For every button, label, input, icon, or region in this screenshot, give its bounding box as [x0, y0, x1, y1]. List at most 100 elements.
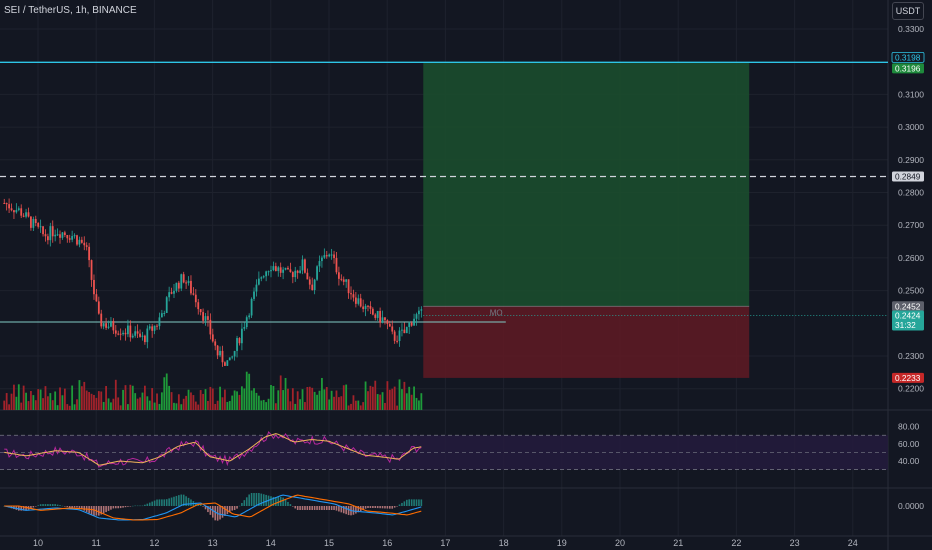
candle-body [418, 310, 420, 315]
volume-bar [386, 381, 389, 410]
volume-bar [333, 396, 335, 410]
volume-bar [282, 390, 285, 410]
candle-body [274, 266, 277, 272]
price-tick-label: 0.2300 [898, 351, 924, 361]
volume-bar [335, 390, 338, 410]
price-tick-label: 0.2700 [898, 220, 924, 230]
macd-histogram-bar [83, 506, 86, 511]
macd-histogram-bar [170, 497, 173, 506]
volume-bar [243, 388, 246, 410]
price-axis[interactable]: 0.3300 0.3100 0.3000 0.2900 0.2800 0.2700 0.26… [898, 24, 924, 511]
macd-histogram-bar [195, 502, 197, 506]
target-zone [423, 63, 750, 307]
macd-histogram-bar [163, 499, 166, 506]
candle-body [367, 305, 369, 307]
candle-body [238, 338, 241, 344]
candle-body [240, 328, 243, 344]
candle-body [289, 269, 292, 273]
volume-bar [291, 388, 294, 410]
macd-histogram-bar [221, 506, 224, 518]
currency-button[interactable]: USDT [892, 2, 924, 20]
macd-histogram-bar [287, 501, 289, 506]
macd-histogram-bar [347, 506, 350, 516]
volume-bar [304, 402, 306, 410]
macd-histogram-bar [277, 497, 280, 506]
macd-histogram-bar [245, 497, 248, 506]
macd-histogram-bar [34, 506, 37, 507]
volume-bar [30, 391, 32, 410]
macd-histogram-bar [367, 506, 369, 508]
candle-body [396, 340, 398, 342]
candle-body [173, 290, 175, 294]
macd-histogram-bar [54, 504, 56, 506]
volume-bar [398, 379, 401, 410]
candle-body [277, 267, 280, 272]
candle-body [165, 297, 168, 313]
macd-histogram-bar [248, 494, 250, 506]
candle-body [228, 357, 231, 361]
volume-bar [381, 392, 384, 410]
volume-bar [68, 405, 71, 410]
volume-bar [5, 393, 8, 410]
candle-body [342, 279, 345, 282]
volume-bar [391, 388, 394, 410]
macd-histogram-bar [308, 506, 311, 510]
time-tick-label: 10 [33, 538, 43, 548]
price-label-stop [892, 372, 924, 383]
candle-body [39, 226, 42, 228]
candle-body [143, 335, 146, 343]
price-tick-label: 0.3300 [898, 24, 924, 34]
candle-body [231, 356, 234, 358]
candle-body [347, 279, 350, 294]
candle-body [37, 223, 40, 227]
volume-bar [228, 401, 231, 410]
macd-histogram-bar [304, 506, 306, 510]
volume-bar [296, 391, 299, 410]
macd-histogram-bar [158, 499, 161, 506]
candle-body [148, 326, 151, 329]
volume-bar [350, 403, 352, 410]
candle-body [134, 331, 137, 336]
volume-bar [192, 395, 195, 410]
volume-bar [44, 386, 47, 410]
macd-histogram-bar [318, 506, 321, 510]
macd-histogram-bar [299, 506, 301, 510]
price-tick-label: 0.2600 [898, 253, 924, 263]
candle-body [122, 332, 124, 335]
price-label-dashed-level [892, 171, 924, 182]
volume-bar [354, 400, 357, 410]
candle-body [160, 313, 163, 318]
candle-body [211, 334, 214, 342]
volume-bar [277, 390, 280, 410]
macd-histogram-bar [44, 504, 47, 506]
macd-histogram-bar [202, 506, 204, 507]
macd-histogram-bar [374, 506, 377, 508]
candle-body [233, 351, 236, 357]
rsi-tick-label: 40.00 [898, 456, 920, 466]
macd-histogram-bar [78, 506, 81, 508]
candle-body [156, 325, 158, 327]
candle-body [95, 294, 98, 302]
volume-bar [270, 385, 272, 410]
candle-body [379, 310, 382, 323]
volume-bar [211, 388, 214, 410]
volume-bar [420, 393, 423, 410]
time-axis[interactable]: 10 11 12 13 14 15 16 17 18 19 20 21 22 23 24 [33, 538, 858, 548]
volume-bar [371, 386, 374, 410]
time-tick-label: 13 [208, 538, 218, 548]
macd-histogram-bar [81, 506, 83, 510]
macd-histogram-bar [316, 506, 318, 510]
volume-bar [131, 385, 134, 410]
time-tick-label: 12 [149, 538, 159, 548]
macd-histogram-bar [32, 506, 35, 508]
candle-body [306, 272, 309, 280]
price-label-text: 0.2452 [895, 301, 921, 311]
candle-body [105, 323, 107, 328]
candle-body [114, 330, 117, 334]
candle-body [136, 331, 139, 334]
volume-bar [405, 393, 408, 410]
candle-body [270, 270, 272, 272]
macd-histogram-bar [168, 498, 170, 506]
volume-bar [364, 381, 367, 410]
